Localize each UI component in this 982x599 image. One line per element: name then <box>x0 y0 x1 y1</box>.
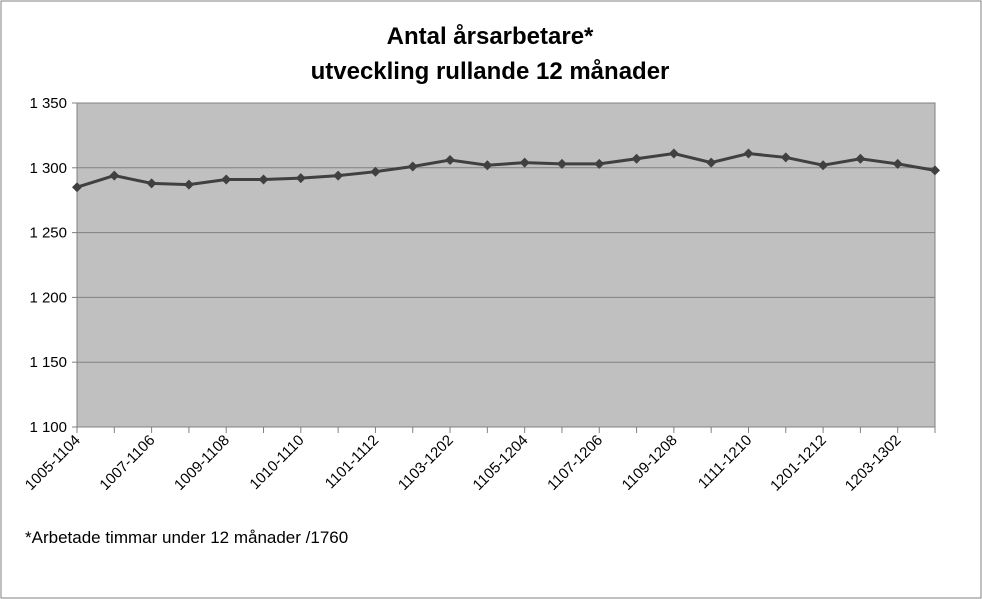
marker <box>892 158 903 169</box>
marker <box>333 170 344 181</box>
y-tick-label: 1 300 <box>29 160 67 177</box>
marker <box>706 157 717 168</box>
y-tick-label: 1 350 <box>29 95 67 112</box>
plot-area <box>76 102 936 428</box>
marker <box>295 173 306 184</box>
marker <box>556 158 567 169</box>
marker <box>146 178 157 189</box>
marker <box>72 182 82 193</box>
marker <box>183 179 194 190</box>
marker <box>818 160 829 171</box>
marker <box>445 155 456 166</box>
y-tick-label: 1 200 <box>29 289 67 306</box>
y-tick-label: 1 100 <box>29 419 67 436</box>
chart-title: Antal årsarbetare* <box>387 23 594 50</box>
marker <box>743 148 754 159</box>
marker <box>109 170 120 181</box>
marker <box>482 160 493 171</box>
line <box>76 152 936 189</box>
marker <box>780 152 791 163</box>
marker <box>258 174 269 185</box>
y-tick-label: 1 250 <box>29 225 67 242</box>
y-tick-label: 1 150 <box>29 354 67 371</box>
marker <box>631 153 642 164</box>
marker <box>855 153 866 164</box>
marker <box>930 165 940 176</box>
footnote: *Arbetade timmar under 12 månader /1760 <box>25 528 348 547</box>
marker <box>519 157 530 168</box>
chart-subtitle: utveckling rullande 12 månader <box>311 58 670 85</box>
marker <box>668 148 679 159</box>
marker <box>370 166 381 177</box>
marker <box>594 158 605 169</box>
marker <box>407 161 418 172</box>
marker <box>221 174 232 185</box>
